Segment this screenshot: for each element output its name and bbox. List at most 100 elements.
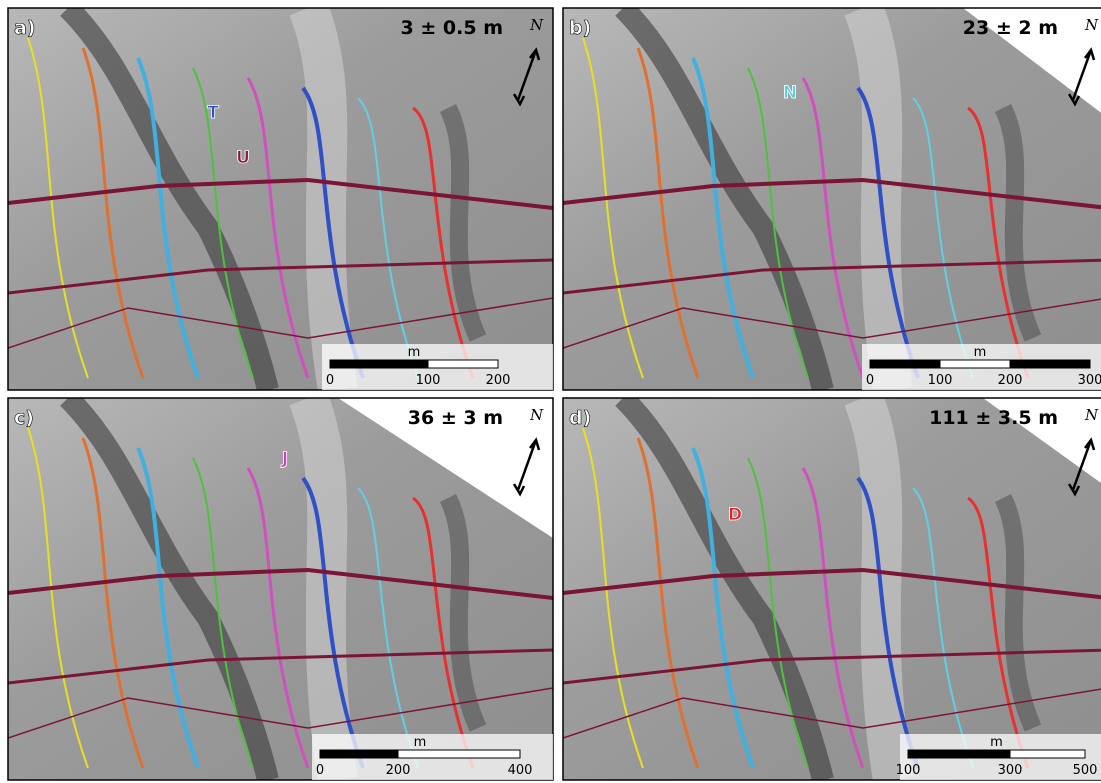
- ridge-dark: [994, 103, 1042, 342]
- scale-tick-label: 100: [416, 373, 441, 388]
- feature-marker: N: [783, 83, 797, 103]
- offset-label: 111 ± 3.5 m: [929, 407, 1058, 429]
- scale-segment: [869, 359, 941, 369]
- fault-trace: [8, 687, 553, 739]
- north-arrow: [1067, 47, 1096, 107]
- fault-trace: [8, 297, 553, 349]
- scale-segment: [939, 359, 1011, 369]
- trace: [412, 106, 475, 379]
- panel-frame: [7, 7, 554, 391]
- scale-tick-label: 300: [998, 763, 1023, 778]
- scale-tick-label: 100: [928, 373, 953, 388]
- trace: [691, 447, 755, 769]
- map-panel: d) 111 ± 3.5 m N Dm 100 300 500: [562, 397, 1101, 781]
- fault-trace: [8, 258, 553, 295]
- ridge-shadow: [615, 398, 834, 780]
- map-panel: b) 23 ± 2 m N Nm 0 100 200 300: [562, 7, 1101, 391]
- panel-frame: [562, 397, 1101, 781]
- fault-trace: [563, 648, 1101, 685]
- trace: [967, 106, 1030, 379]
- feature-marker: U: [236, 148, 250, 168]
- trace: [856, 86, 920, 379]
- feature-marker: T: [207, 103, 219, 123]
- scale-tick-label: 0: [316, 763, 324, 778]
- no-data: [338, 398, 553, 538]
- scale-segment: [397, 749, 521, 759]
- trace: [412, 496, 475, 769]
- scale-unit: m: [974, 345, 987, 360]
- fault-trace: [563, 688, 1101, 739]
- trace: [856, 476, 920, 769]
- trace: [246, 467, 310, 769]
- fault-trace: [563, 177, 1101, 210]
- panel-label: b): [569, 17, 591, 39]
- scale-segment: [329, 359, 429, 369]
- ridge-shadow: [60, 398, 279, 780]
- trace: [582, 427, 644, 769]
- panel-label: a): [14, 17, 36, 39]
- ridge-light: [844, 398, 913, 780]
- scale-segment: [319, 749, 399, 759]
- panel-frame: [562, 7, 1101, 391]
- fault-trace: [563, 258, 1101, 295]
- fault-trace: [8, 648, 553, 685]
- north-arrow: [512, 47, 541, 107]
- scale-unit: m: [990, 735, 1003, 750]
- panel-frame: [7, 397, 554, 781]
- scale-tick-label: 100: [896, 763, 921, 778]
- fault-trace: [8, 177, 553, 210]
- trace: [301, 476, 365, 769]
- ridge-dark: [439, 103, 487, 342]
- trace: [357, 487, 419, 769]
- trace: [747, 67, 809, 379]
- trace: [582, 37, 644, 379]
- scale-segment: [907, 749, 1011, 759]
- ridge-light: [844, 8, 913, 390]
- trace: [801, 467, 865, 769]
- map-panel: a) 3 ± 0.5 m N T Um 0 100 200: [7, 7, 554, 391]
- ridge-shadow: [615, 8, 834, 390]
- north-label: N: [529, 16, 544, 34]
- feature-marker: D: [728, 505, 742, 525]
- scale-tick-label: 200: [486, 373, 511, 388]
- ridge-light: [289, 398, 358, 780]
- offset-label: 3 ± 0.5 m: [401, 17, 503, 39]
- trace: [27, 427, 89, 769]
- map-area: [563, 8, 1101, 390]
- trace: [801, 77, 865, 379]
- scale-unit: m: [414, 735, 427, 750]
- scale-tick-label: 0: [866, 373, 874, 388]
- trace: [192, 457, 254, 769]
- fault-trace: [563, 298, 1101, 349]
- no-data: [963, 8, 1101, 113]
- trace: [246, 77, 310, 379]
- map-panel: c) 36 ± 3 m N Jm 0 200 400: [7, 397, 554, 781]
- scale-tick-label: 0: [326, 373, 334, 388]
- fault-trace: [563, 567, 1101, 600]
- trace: [27, 37, 89, 379]
- scale-tick-label: 300: [1078, 373, 1101, 388]
- ridge-dark: [439, 493, 487, 732]
- scale-segment: [1009, 359, 1091, 369]
- trace: [192, 67, 254, 379]
- map-area: [8, 398, 553, 780]
- trace: [691, 57, 755, 379]
- offset-label: 36 ± 3 m: [408, 407, 503, 429]
- north-label: N: [1084, 16, 1099, 34]
- trace: [301, 86, 365, 379]
- offset-label: 23 ± 2 m: [963, 17, 1058, 39]
- trace: [912, 97, 974, 379]
- trace: [967, 496, 1030, 769]
- trace: [136, 57, 200, 379]
- scale-segment: [427, 359, 499, 369]
- panel-label: d): [569, 407, 591, 429]
- scale-tick-label: 500: [1073, 763, 1098, 778]
- north-arrow: [512, 437, 541, 497]
- ridge-light: [289, 8, 358, 390]
- north-label: N: [529, 406, 544, 424]
- trace: [912, 487, 974, 769]
- panel-label: c): [14, 407, 34, 429]
- fault-trace: [8, 567, 553, 600]
- trace: [747, 457, 809, 769]
